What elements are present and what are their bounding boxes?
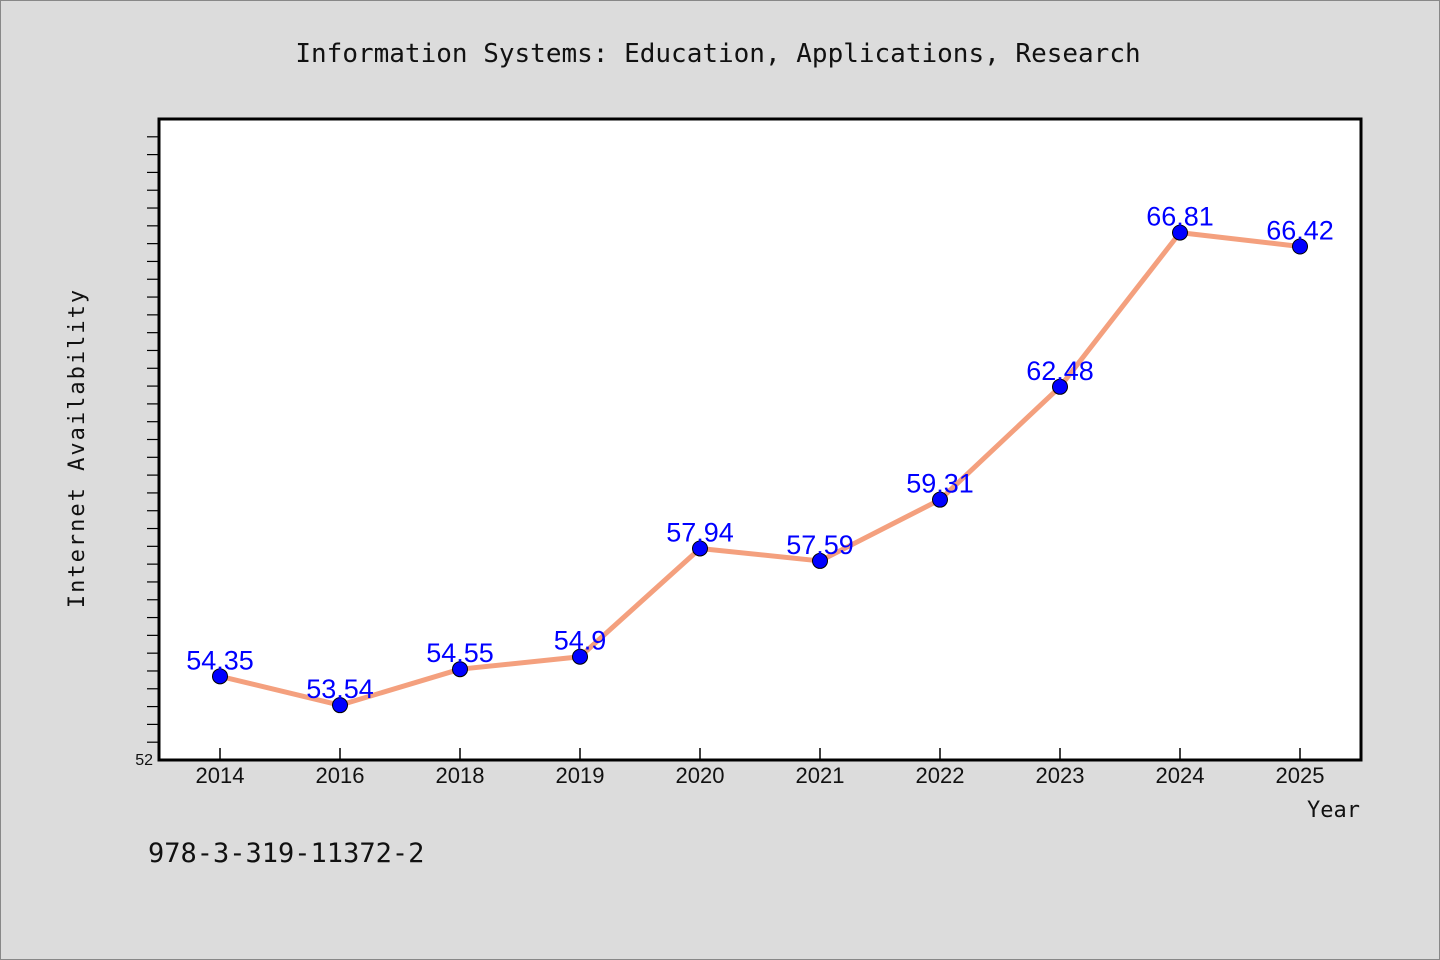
y-axis-ticks: 52 (135, 136, 159, 769)
data-point (812, 552, 828, 569)
data-point (332, 697, 348, 714)
data-point (1292, 238, 1308, 255)
x-tick-label: 2020 (676, 763, 725, 788)
x-tick-label: 2025 (1276, 763, 1325, 788)
isbn-footer: 978-3-319-11372-2 (148, 838, 424, 869)
x-axis-label: Year (1307, 798, 1360, 823)
data-label: 54.9 (554, 626, 607, 656)
data-label: 54.55 (426, 638, 494, 668)
x-tick-label: 2022 (916, 763, 965, 788)
x-tick-label: 2016 (316, 763, 365, 788)
data-label: 57.94 (666, 517, 734, 547)
data-label: 62.48 (1026, 356, 1094, 386)
data-point (452, 661, 468, 678)
data-label: 66.81 (1146, 202, 1214, 232)
x-tick-label: 2023 (1036, 763, 1085, 788)
series-line (217, 230, 1303, 708)
data-point (692, 540, 708, 557)
x-tick-label: 2014 (196, 763, 245, 788)
data-label: 66.42 (1266, 215, 1334, 245)
x-tick-label: 2019 (556, 763, 605, 788)
data-point (572, 648, 588, 665)
data-point (932, 491, 948, 508)
data-label: 59.31 (906, 469, 974, 499)
data-point (1172, 224, 1188, 241)
data-label: 53.54 (306, 674, 374, 704)
x-axis-ticks: 2014 2016 2018 2019 2020 2021 2022 2023 2024 2025 (196, 748, 1325, 788)
x-tick-label: 2024 (1156, 763, 1205, 788)
x-tick-label: 2021 (796, 763, 845, 788)
data-label: 57.59 (786, 530, 854, 560)
data-point (1052, 378, 1068, 395)
y-axis-label: Internet Availability (65, 288, 90, 608)
chart-title: Information Systems: Education, Applicat… (295, 39, 1140, 69)
series-layer: 54.35 53.54 54.55 54.9 57.94 57.59 59.31 62.48 6… (186, 202, 1334, 714)
data-label: 54.35 (186, 645, 254, 675)
x-tick-label: 2018 (436, 763, 485, 788)
plot-area (157, 117, 1363, 762)
y-tick-label: 52 (135, 752, 153, 769)
data-point (212, 668, 228, 685)
